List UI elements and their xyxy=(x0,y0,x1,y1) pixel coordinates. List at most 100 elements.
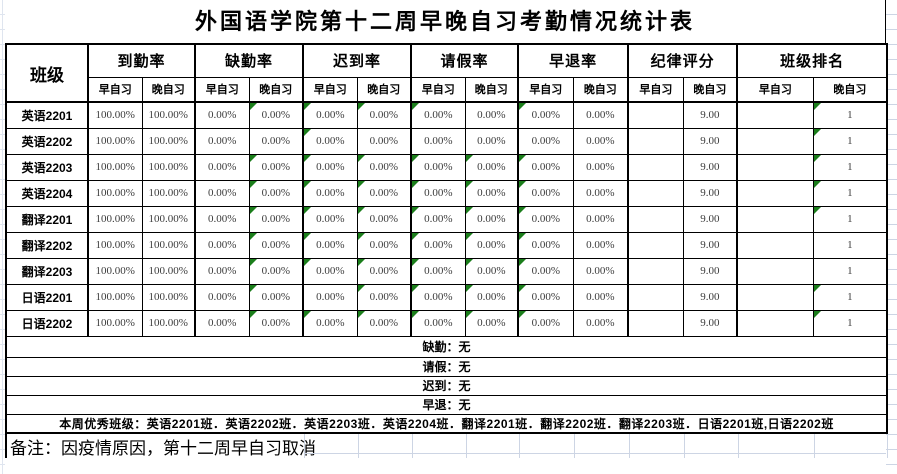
subheader-discipline-evening[interactable]: 晚自习 xyxy=(682,76,738,103)
cell-r8-leave-evening[interactable]: 0.00% xyxy=(464,309,519,337)
cell-r8-early-leave-morning[interactable]: 0.00% xyxy=(517,309,574,337)
cell-r5-early-leave-morning[interactable]: 0.00% xyxy=(517,231,574,259)
cell-r3-absence-morning[interactable]: 0.00% xyxy=(194,179,250,207)
group-header-discipline-score[interactable]: 纪律评分 xyxy=(627,43,738,78)
cell-r2-early-leave-morning[interactable]: 0.00% xyxy=(517,153,574,181)
cell-r6-late-morning[interactable]: 0.00% xyxy=(302,257,358,285)
group-header-attendance-rate[interactable]: 到勤率 xyxy=(86,43,196,78)
cell-r7-ranking-evening[interactable]: 1 xyxy=(812,283,888,311)
cell-r7-attendance-morning[interactable]: 100.00% xyxy=(87,283,143,311)
note-cell-1[interactable]: 请假：无 xyxy=(5,356,888,377)
cell-r6-early-leave-morning[interactable]: 0.00% xyxy=(517,257,574,285)
cell-r5-late-evening[interactable]: 0.00% xyxy=(356,231,412,259)
cell-r8-discipline-evening[interactable]: 9.00 xyxy=(682,309,738,337)
cell-r1-early-leave-evening[interactable]: 0.00% xyxy=(572,127,629,155)
cell-r2-ranking-morning[interactable] xyxy=(736,153,814,181)
cell-r0-leave-morning[interactable]: 0.00% xyxy=(410,101,466,129)
subheader-attendance-morning[interactable]: 早自习 xyxy=(87,76,143,103)
cell-r5-attendance-evening[interactable]: 100.00% xyxy=(141,231,196,259)
cell-r1-leave-evening[interactable]: 0.00% xyxy=(464,127,519,155)
cell-r5-late-morning[interactable]: 0.00% xyxy=(302,231,358,259)
cell-r6-early-leave-evening[interactable]: 0.00% xyxy=(572,257,629,285)
cell-r7-leave-morning[interactable]: 0.00% xyxy=(410,283,466,311)
cell-r4-early-leave-morning[interactable]: 0.00% xyxy=(517,205,574,233)
cell-r5-discipline-evening[interactable]: 9.00 xyxy=(682,231,738,259)
cell-r3-attendance-evening[interactable]: 100.00% xyxy=(141,179,196,207)
cell-r1-attendance-morning[interactable]: 100.00% xyxy=(87,127,143,155)
cell-r1-late-evening[interactable]: 0.00% xyxy=(356,127,412,155)
row-label-8[interactable]: 日语2202 xyxy=(5,309,89,337)
cell-r6-discipline-evening[interactable]: 9.00 xyxy=(682,257,738,285)
row-label-6[interactable]: 翻译2203 xyxy=(5,257,89,285)
cell-r3-early-leave-evening[interactable]: 0.00% xyxy=(572,179,629,207)
subheader-early-leave-evening[interactable]: 晚自习 xyxy=(572,76,629,103)
remark-row[interactable]: 备注：因疫情原因，第十二周早自习取消 xyxy=(5,434,888,458)
cell-r0-late-morning[interactable]: 0.00% xyxy=(302,101,358,129)
row-label-4[interactable]: 翻译2201 xyxy=(5,205,89,233)
cell-r0-discipline-morning[interactable] xyxy=(627,101,684,129)
cell-r7-discipline-morning[interactable] xyxy=(627,283,684,311)
cell-r7-attendance-evening[interactable]: 100.00% xyxy=(141,283,196,311)
cell-r6-leave-evening[interactable]: 0.00% xyxy=(464,257,519,285)
cell-r3-discipline-evening[interactable]: 9.00 xyxy=(682,179,738,207)
cell-r8-ranking-evening[interactable]: 1 xyxy=(812,309,888,337)
cell-r4-attendance-morning[interactable]: 100.00% xyxy=(87,205,143,233)
cell-r0-early-leave-morning[interactable]: 0.00% xyxy=(517,101,574,129)
cell-r7-leave-evening[interactable]: 0.00% xyxy=(464,283,519,311)
cell-r3-attendance-morning[interactable]: 100.00% xyxy=(87,179,143,207)
cell-r3-ranking-evening[interactable]: 1 xyxy=(812,179,888,207)
cell-r5-absence-evening[interactable]: 0.00% xyxy=(248,231,304,259)
cell-r1-discipline-morning[interactable] xyxy=(627,127,684,155)
cell-r3-late-evening[interactable]: 0.00% xyxy=(356,179,412,207)
row-label-1[interactable]: 英语2202 xyxy=(5,127,89,155)
subheader-absence-evening[interactable]: 晚自习 xyxy=(248,76,304,103)
cell-r1-ranking-morning[interactable] xyxy=(736,127,814,155)
cell-r5-early-leave-evening[interactable]: 0.00% xyxy=(572,231,629,259)
cell-r7-early-leave-evening[interactable]: 0.00% xyxy=(572,283,629,311)
cell-r4-leave-evening[interactable]: 0.00% xyxy=(464,205,519,233)
subheader-early-leave-morning[interactable]: 早自习 xyxy=(517,76,574,103)
cell-r5-attendance-morning[interactable]: 100.00% xyxy=(87,231,143,259)
cell-r2-attendance-morning[interactable]: 100.00% xyxy=(87,153,143,181)
cell-r7-absence-evening[interactable]: 0.00% xyxy=(248,283,304,311)
cell-r4-leave-morning[interactable]: 0.00% xyxy=(410,205,466,233)
cell-r0-attendance-evening[interactable]: 100.00% xyxy=(141,101,196,129)
group-header-late-rate[interactable]: 迟到率 xyxy=(302,43,412,78)
cell-r1-leave-morning[interactable]: 0.00% xyxy=(410,127,466,155)
cell-r3-leave-morning[interactable]: 0.00% xyxy=(410,179,466,207)
cell-r0-absence-evening[interactable]: 0.00% xyxy=(248,101,304,129)
cell-r0-ranking-evening[interactable]: 1 xyxy=(812,101,888,129)
cell-r8-leave-morning[interactable]: 0.00% xyxy=(410,309,466,337)
cell-r3-ranking-morning[interactable] xyxy=(736,179,814,207)
cell-r7-discipline-evening[interactable]: 9.00 xyxy=(682,283,738,311)
subheader-late-morning[interactable]: 早自习 xyxy=(302,76,358,103)
subheader-ranking-evening[interactable]: 晚自习 xyxy=(812,76,888,103)
cell-r6-absence-morning[interactable]: 0.00% xyxy=(194,257,250,285)
cell-r2-absence-evening[interactable]: 0.00% xyxy=(248,153,304,181)
cell-r6-ranking-morning[interactable] xyxy=(736,257,814,285)
cell-r0-late-evening[interactable]: 0.00% xyxy=(356,101,412,129)
cell-r8-early-leave-evening[interactable]: 0.00% xyxy=(572,309,629,337)
cell-r2-leave-morning[interactable]: 0.00% xyxy=(410,153,466,181)
cell-r5-absence-morning[interactable]: 0.00% xyxy=(194,231,250,259)
cell-r7-late-evening[interactable]: 0.00% xyxy=(356,283,412,311)
cell-r3-discipline-morning[interactable] xyxy=(627,179,684,207)
cell-r3-early-leave-morning[interactable]: 0.00% xyxy=(517,179,574,207)
cell-r5-discipline-morning[interactable] xyxy=(627,231,684,259)
cell-r4-absence-morning[interactable]: 0.00% xyxy=(194,205,250,233)
cell-r8-attendance-morning[interactable]: 100.00% xyxy=(87,309,143,337)
cell-r2-absence-morning[interactable]: 0.00% xyxy=(194,153,250,181)
cell-r4-discipline-morning[interactable] xyxy=(627,205,684,233)
cell-r6-discipline-morning[interactable] xyxy=(627,257,684,285)
cell-r0-discipline-evening[interactable]: 9.00 xyxy=(682,101,738,129)
cell-r0-ranking-morning[interactable] xyxy=(736,101,814,129)
cell-r6-leave-morning[interactable]: 0.00% xyxy=(410,257,466,285)
cell-r2-leave-evening[interactable]: 0.00% xyxy=(464,153,519,181)
cell-r8-ranking-morning[interactable] xyxy=(736,309,814,337)
cell-r6-absence-evening[interactable]: 0.00% xyxy=(248,257,304,285)
subheader-discipline-morning[interactable]: 早自习 xyxy=(627,76,684,103)
cell-r0-attendance-morning[interactable]: 100.00% xyxy=(87,101,143,129)
cell-r4-ranking-evening[interactable]: 1 xyxy=(812,205,888,233)
subheader-absence-morning[interactable]: 早自习 xyxy=(194,76,250,103)
cell-r4-attendance-evening[interactable]: 100.00% xyxy=(141,205,196,233)
